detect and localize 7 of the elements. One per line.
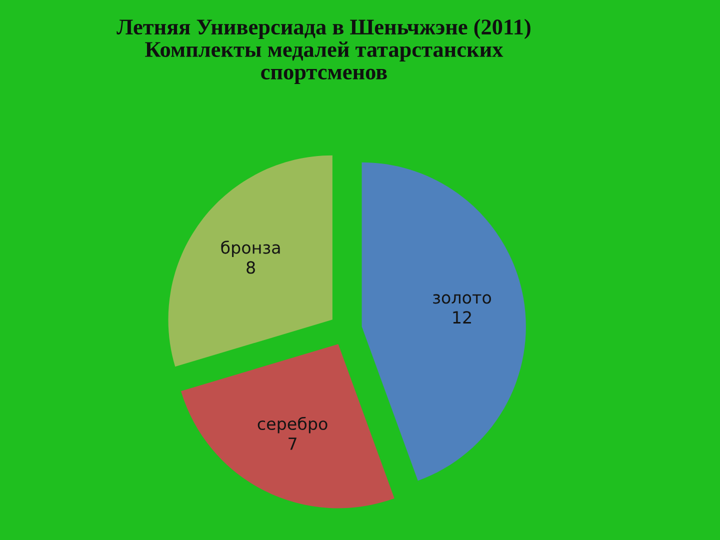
slice-label: серебро [258, 416, 328, 434]
data-label: 7 [288, 438, 296, 450]
data-label: 8 [246, 261, 255, 274]
slice-label: бронза [221, 240, 280, 258]
data-label: 12 [453, 311, 471, 324]
chart-title: Летняя Универсиада в Шеньчжэне (2011) Комплекты медалей татарстанских спортсменов [116, 18, 530, 84]
slice-label: золото [433, 294, 491, 304]
